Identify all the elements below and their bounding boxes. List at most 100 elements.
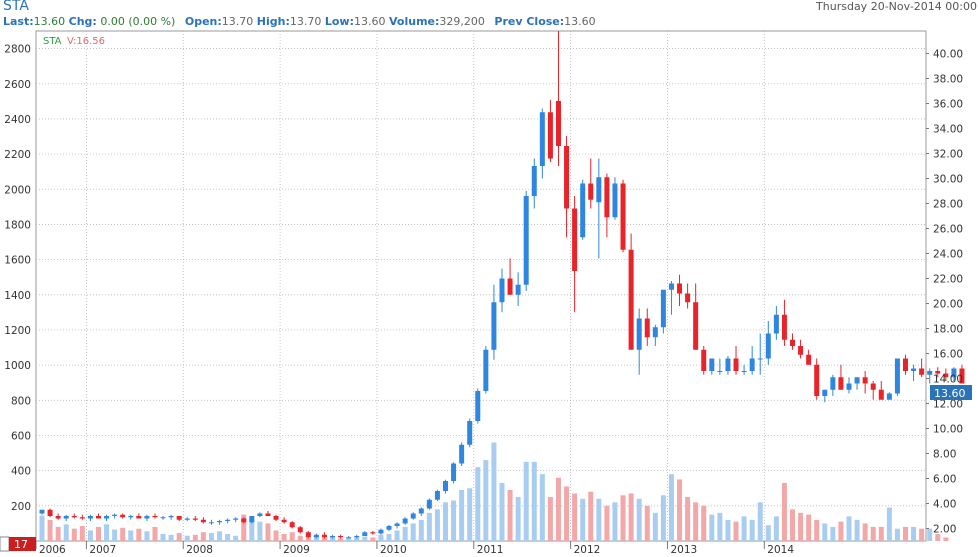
candle-body bbox=[426, 499, 432, 509]
candle-body bbox=[555, 101, 561, 146]
candle-body bbox=[55, 516, 61, 519]
volume-bar bbox=[305, 537, 311, 541]
candle-body bbox=[362, 532, 368, 536]
candle-body bbox=[790, 339, 796, 346]
volume-bar bbox=[612, 502, 618, 541]
candle-body bbox=[814, 364, 820, 396]
candle-body bbox=[63, 516, 69, 519]
volume-bar bbox=[620, 495, 626, 541]
time-axis: 2006 2007 2008 2009 2010 2011 2012 2013 2014 bbox=[35, 541, 794, 556]
volume-bar bbox=[330, 536, 336, 541]
volume-bar bbox=[564, 486, 570, 541]
candle-body bbox=[660, 289, 666, 328]
candle-body bbox=[709, 358, 715, 371]
volume-bar bbox=[628, 493, 634, 541]
chg-label: Chg: bbox=[68, 15, 97, 28]
volume-bar bbox=[112, 529, 118, 541]
candle-body bbox=[628, 249, 634, 350]
candle-body bbox=[265, 513, 271, 516]
volume-bar bbox=[539, 474, 545, 541]
volume-bar bbox=[507, 490, 513, 541]
candle-body bbox=[911, 368, 917, 371]
volume-bar bbox=[71, 528, 77, 541]
candle-body bbox=[733, 358, 739, 371]
volume-bar bbox=[217, 531, 223, 541]
price-tick-label: 20.00 bbox=[933, 299, 963, 311]
volume-tag-marker bbox=[0, 536, 10, 552]
price-tick-label: 30.00 bbox=[933, 174, 963, 186]
volume-bar bbox=[588, 491, 594, 541]
candle-body bbox=[636, 318, 642, 350]
candle-body bbox=[443, 481, 448, 491]
volume-bar bbox=[911, 526, 917, 541]
candle-body bbox=[943, 373, 949, 378]
candle-body bbox=[935, 371, 941, 374]
candle-body bbox=[919, 368, 925, 375]
volume-bar bbox=[410, 523, 416, 541]
symbol-title: STA bbox=[3, 0, 29, 14]
volume-bar bbox=[709, 514, 715, 541]
volume-bar bbox=[668, 474, 674, 541]
prev-close-value: 13.60 bbox=[564, 15, 596, 28]
volume-tick-label: 2600 bbox=[4, 79, 31, 91]
price-axis: 2.00 4.00 6.00 8.00 10.00 12.00 14.00 16.00 18.0… bbox=[926, 49, 963, 536]
volume-bar bbox=[757, 502, 763, 541]
price-tag-text: 13.60 bbox=[934, 387, 966, 400]
year-label: 2012 bbox=[574, 544, 601, 556]
candle-body bbox=[128, 516, 134, 518]
price-tag: 13.60 bbox=[930, 385, 972, 400]
volume-bar bbox=[693, 502, 699, 541]
candle-body bbox=[677, 283, 683, 294]
volume-bar bbox=[39, 515, 45, 541]
volume-bar bbox=[547, 497, 553, 541]
volume-bar bbox=[313, 536, 319, 541]
volume-bar bbox=[943, 537, 949, 541]
candle-body bbox=[620, 183, 626, 250]
candle-body bbox=[321, 534, 327, 538]
volume-bar bbox=[870, 526, 876, 541]
volume-bar bbox=[733, 521, 739, 541]
volume-bar bbox=[919, 528, 925, 541]
volume-tick-label: 1000 bbox=[4, 360, 31, 372]
legend-volume: V:16.56 bbox=[67, 36, 105, 47]
volume-bar bbox=[491, 442, 497, 541]
volume-bar bbox=[47, 519, 53, 541]
candle-body bbox=[959, 368, 965, 384]
volume-bars bbox=[39, 442, 949, 541]
volume-bar bbox=[95, 526, 101, 541]
volume-bar bbox=[200, 532, 206, 541]
candle-body bbox=[257, 513, 263, 516]
year-label: 2014 bbox=[767, 544, 794, 556]
candle-body bbox=[822, 389, 828, 396]
year-label: 2013 bbox=[670, 544, 697, 556]
volume-bar bbox=[499, 482, 505, 541]
volume-bar bbox=[555, 477, 561, 541]
volume-bar bbox=[459, 490, 465, 541]
volume-bar bbox=[572, 493, 578, 541]
volume-bar bbox=[475, 467, 481, 541]
candle-body bbox=[144, 516, 150, 519]
volume-bar bbox=[652, 512, 658, 541]
candle-body bbox=[701, 349, 707, 371]
volume-bar bbox=[249, 519, 255, 541]
volume-bar bbox=[208, 533, 214, 541]
volume-tick-label: 200 bbox=[11, 501, 31, 513]
candle-body bbox=[862, 377, 868, 384]
volume-tick-label: 800 bbox=[11, 395, 31, 407]
candle-body bbox=[386, 526, 392, 530]
candle-body bbox=[806, 354, 812, 365]
volume-bar bbox=[798, 512, 804, 541]
volume-bar bbox=[386, 533, 392, 541]
quote-header: STA Thursday 20-Nov-2014 00:00 Last:13.6… bbox=[0, 0, 979, 30]
volume-bar bbox=[233, 535, 239, 541]
volume-bar bbox=[741, 516, 747, 541]
candle-body bbox=[894, 358, 900, 394]
volume-bar bbox=[426, 512, 432, 541]
candle-body bbox=[184, 518, 190, 520]
volume-bar bbox=[168, 534, 174, 541]
candle-body bbox=[79, 517, 85, 519]
candle-body bbox=[313, 534, 319, 538]
volume-bar bbox=[257, 521, 263, 541]
volume-bar bbox=[902, 526, 908, 541]
